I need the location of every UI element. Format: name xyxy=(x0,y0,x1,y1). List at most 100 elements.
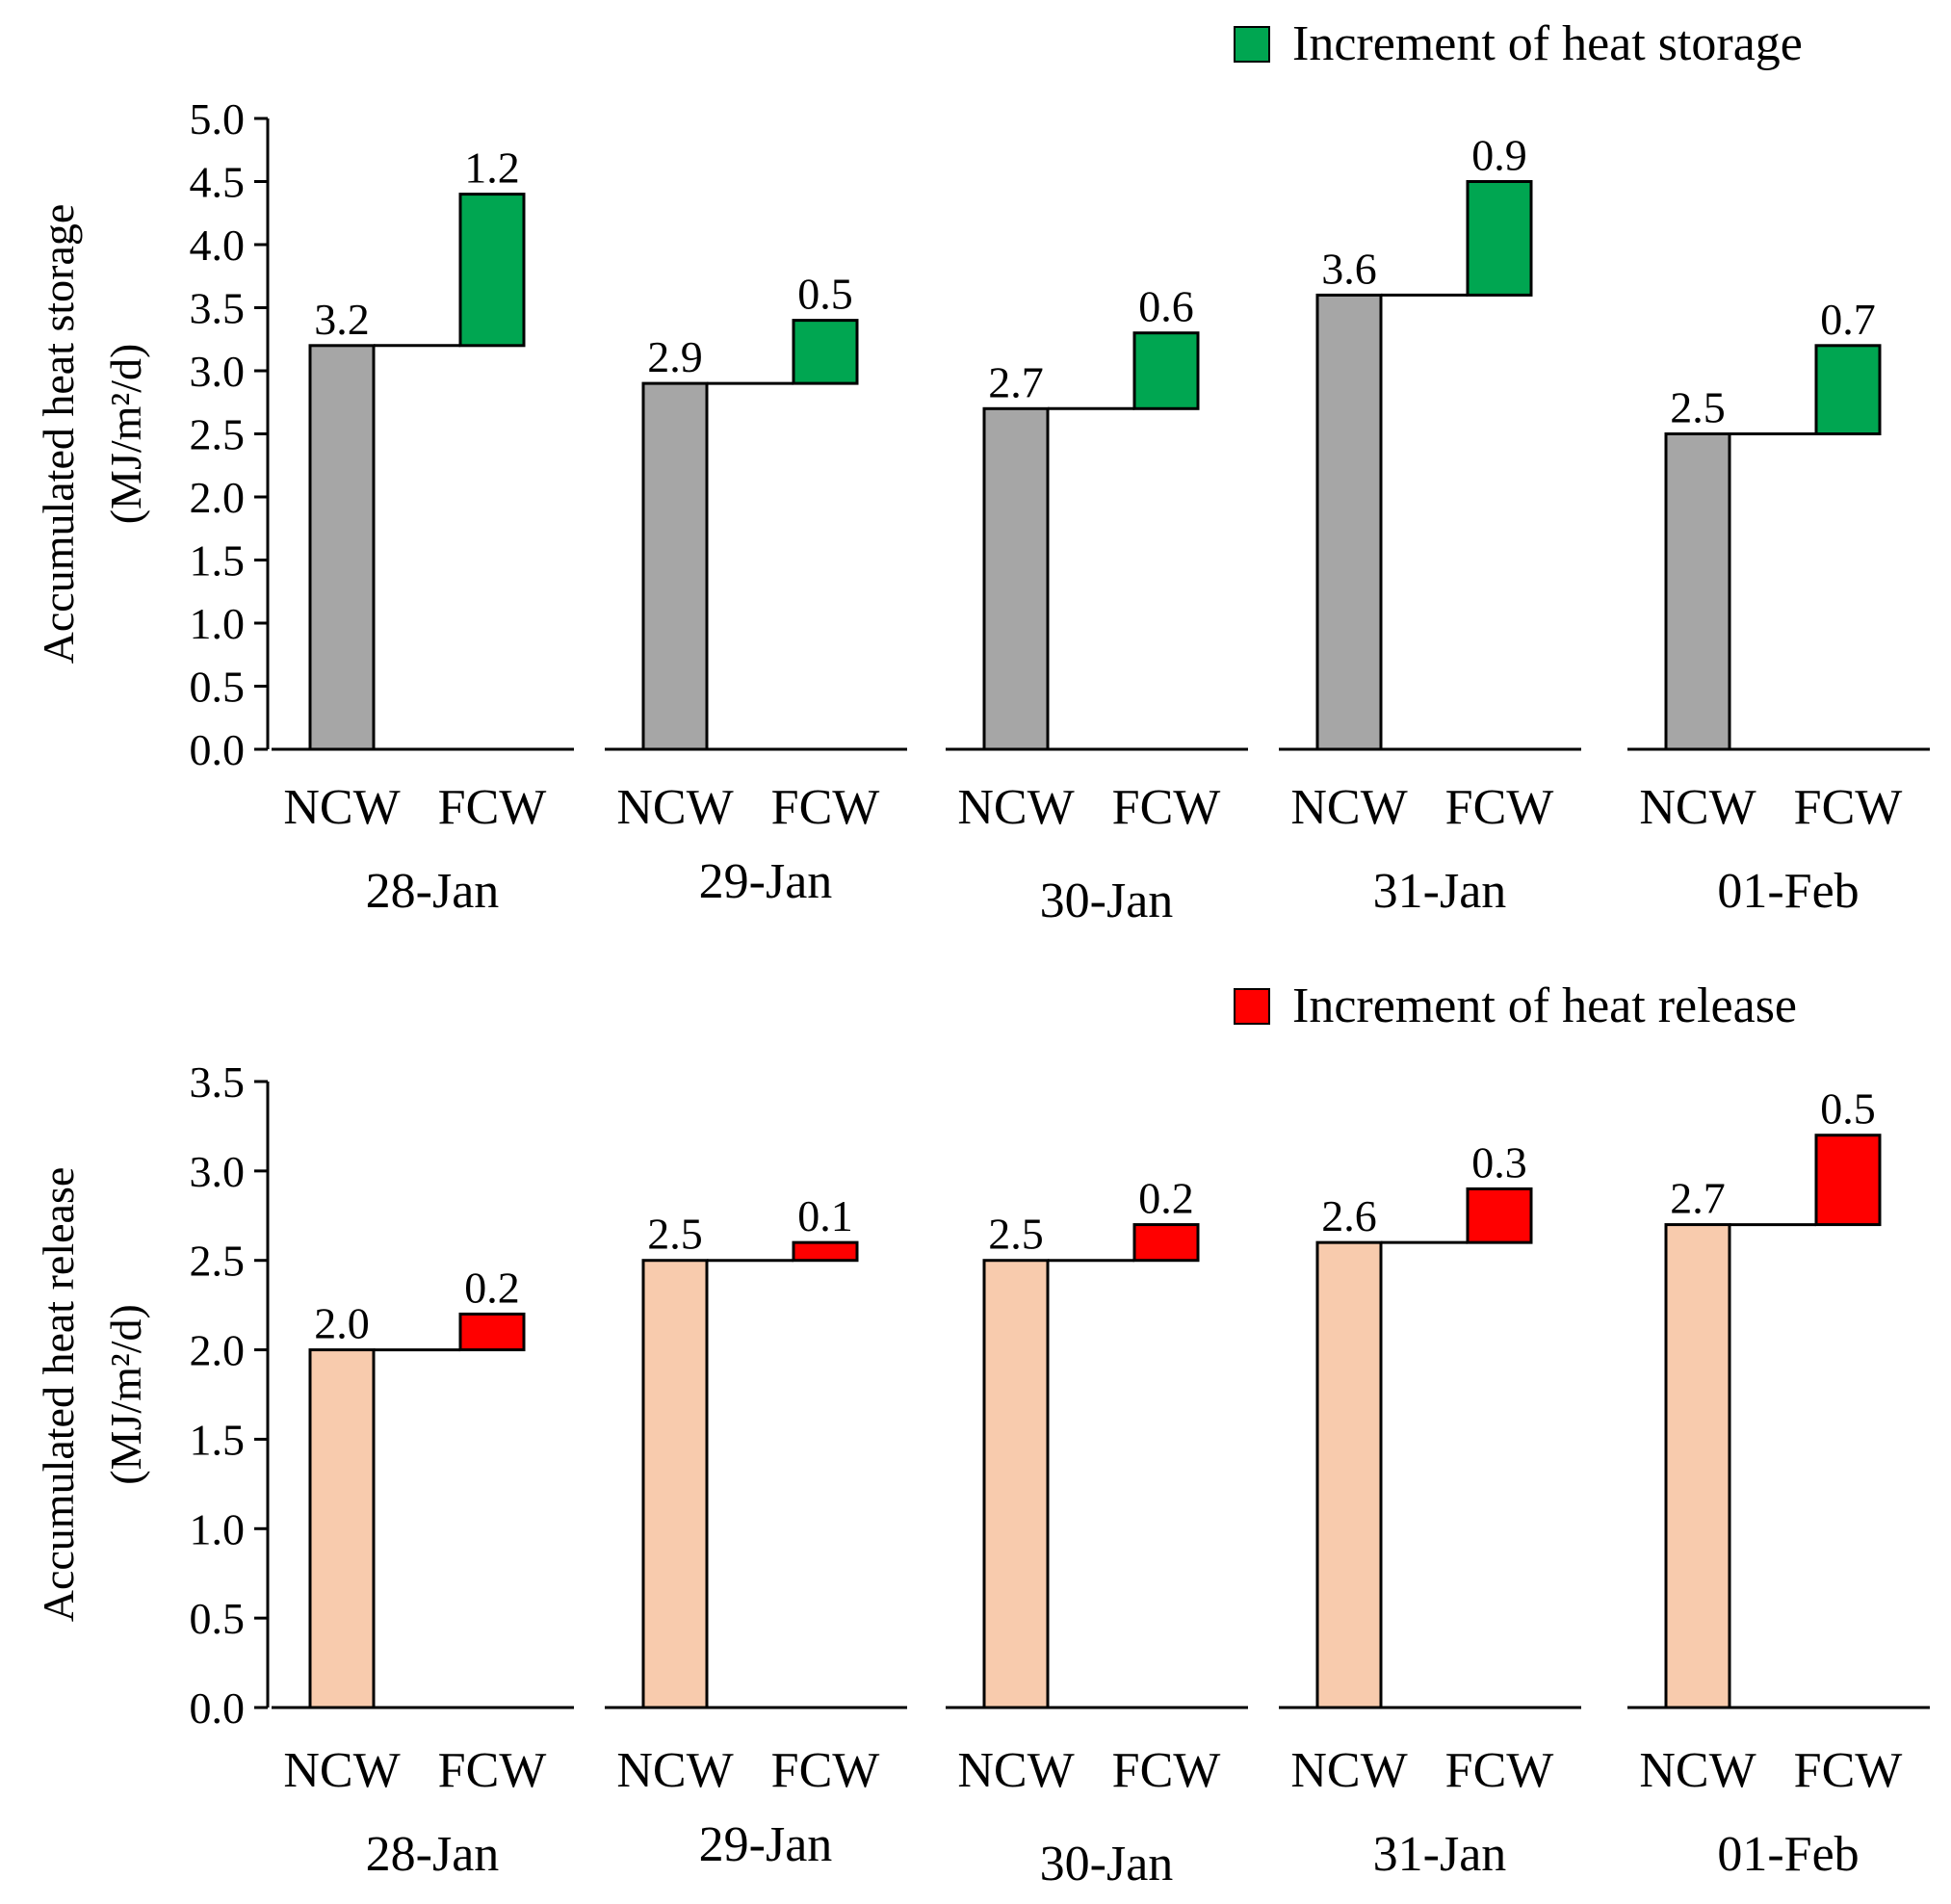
category-label-fcw: FCW xyxy=(1112,780,1221,835)
category-label-fcw: FCW xyxy=(771,780,880,835)
y-axis-title: Accumulated heat release xyxy=(34,1167,83,1623)
base-value-label: 2.6 xyxy=(1321,1191,1377,1240)
category-label-fcw: FCW xyxy=(1445,780,1554,835)
category-label-ncw: NCW xyxy=(616,780,733,835)
increment-bar xyxy=(1466,180,1533,297)
date-label: 29-Jan xyxy=(699,854,833,909)
category-label-fcw: FCW xyxy=(1112,1743,1221,1798)
legend-swatch xyxy=(1234,988,1270,1025)
increment-bar xyxy=(458,193,526,348)
base-bar xyxy=(641,381,709,751)
category-label-fcw: FCW xyxy=(1794,780,1903,835)
y-tick-label: 3.5 xyxy=(190,1057,246,1107)
date-label: 01-Feb xyxy=(1717,864,1859,919)
base-bar xyxy=(308,344,376,751)
y-tick-label: 0.5 xyxy=(190,1594,246,1643)
date-label: 30-Jan xyxy=(1040,1837,1174,1891)
category-label-ncw: NCW xyxy=(283,780,400,835)
increment-bar xyxy=(1814,344,1882,435)
y-tick-label: 2.5 xyxy=(190,1237,246,1286)
increment-value-label: 0.2 xyxy=(1138,1174,1194,1223)
increment-value-label: 0.6 xyxy=(1138,282,1194,331)
base-value-label: 2.5 xyxy=(647,1210,703,1259)
date-label: 31-Jan xyxy=(1373,1827,1507,1882)
increment-bar xyxy=(1814,1134,1882,1227)
heat-storage-panel: 0.0 0.5 1.0 1.5 2.0 2.5 3.0 3.5 4.0 4.5 5.0 Accumul… xyxy=(34,16,1930,928)
y-axis-unit: (MJ/m²/d) xyxy=(101,344,150,525)
increment-value-label: 0.9 xyxy=(1471,131,1527,180)
category-label-fcw: FCW xyxy=(438,1743,547,1798)
increment-value-label: 1.2 xyxy=(464,143,520,193)
category-label-ncw: NCW xyxy=(957,780,1074,835)
category-label-ncw: NCW xyxy=(1290,1743,1407,1798)
increment-bar xyxy=(1132,1223,1200,1263)
legend-label: Increment of heat storage xyxy=(1292,16,1803,71)
category-label-ncw: NCW xyxy=(283,1743,400,1798)
base-value-label: 2.0 xyxy=(314,1299,370,1348)
base-bar xyxy=(308,1348,376,1709)
y-tick-label: 2.0 xyxy=(190,1326,246,1375)
date-label: 31-Jan xyxy=(1373,864,1507,919)
date-label: 28-Jan xyxy=(366,1827,500,1882)
legend-swatch xyxy=(1234,26,1270,63)
category-label-ncw: NCW xyxy=(616,1743,733,1798)
y-tick-label: 2.0 xyxy=(190,473,246,522)
increment-value-label: 0.1 xyxy=(797,1191,853,1240)
increment-bar xyxy=(1466,1187,1533,1244)
category-label-fcw: FCW xyxy=(438,780,547,835)
base-bar xyxy=(1664,1223,1731,1709)
increment-value-label: 0.5 xyxy=(797,270,853,319)
category-label-ncw: NCW xyxy=(957,1743,1074,1798)
y-axis-title: Accumulated heat storage xyxy=(34,204,83,665)
y-tick-label: 5.0 xyxy=(190,94,246,143)
increment-bar xyxy=(792,319,859,385)
base-value-label: 2.7 xyxy=(1670,1174,1726,1223)
base-bar xyxy=(641,1259,709,1709)
base-value-label: 2.5 xyxy=(1670,383,1726,432)
base-value-label: 3.6 xyxy=(1321,244,1377,293)
category-label-fcw: FCW xyxy=(1794,1743,1903,1798)
category-label-ncw: NCW xyxy=(1639,780,1756,835)
base-bar xyxy=(1664,432,1731,751)
y-tick-label: 1.0 xyxy=(190,599,246,648)
y-tick-label: 0.0 xyxy=(190,725,246,774)
y-tick-label: 3.0 xyxy=(190,1147,246,1196)
category-label-ncw: NCW xyxy=(1290,780,1407,835)
y-tick-label: 0.5 xyxy=(190,663,246,712)
y-tick-label: 2.5 xyxy=(190,410,246,459)
y-tick-label: 0.0 xyxy=(190,1683,246,1733)
category-label-fcw: FCW xyxy=(1445,1743,1554,1798)
date-label: 30-Jan xyxy=(1040,874,1174,928)
increment-value-label: 0.3 xyxy=(1471,1137,1527,1187)
base-bar xyxy=(1315,1240,1383,1709)
increment-value-label: 0.7 xyxy=(1820,295,1876,344)
increment-value-label: 0.2 xyxy=(464,1263,520,1312)
base-value-label: 2.5 xyxy=(988,1210,1044,1259)
y-tick-label: 1.5 xyxy=(190,536,246,586)
date-label: 29-Jan xyxy=(699,1817,833,1872)
increment-bar xyxy=(458,1312,526,1352)
category-label-ncw: NCW xyxy=(1639,1743,1756,1798)
increment-bar xyxy=(792,1240,859,1263)
increment-value-label: 0.5 xyxy=(1820,1084,1876,1134)
y-tick-label: 3.5 xyxy=(190,284,246,333)
base-bar xyxy=(1315,293,1383,751)
base-value-label: 3.2 xyxy=(314,295,370,344)
y-tick-label: 3.0 xyxy=(190,347,246,396)
y-tick-label: 1.5 xyxy=(190,1415,246,1464)
category-label-fcw: FCW xyxy=(771,1743,880,1798)
y-tick-label: 4.0 xyxy=(190,221,246,270)
base-value-label: 2.9 xyxy=(647,332,703,381)
y-tick-label: 1.0 xyxy=(190,1504,246,1553)
base-value-label: 2.7 xyxy=(988,357,1044,406)
date-label: 01-Feb xyxy=(1717,1827,1859,1882)
base-bar xyxy=(982,406,1050,751)
y-axis-unit: (MJ/m²/d) xyxy=(101,1304,150,1485)
heat-release-panel: 0.0 0.5 1.0 1.5 2.0 2.5 3.0 3.5 Accumulated heat… xyxy=(34,978,1930,1891)
increment-bar xyxy=(1132,331,1200,410)
date-label: 28-Jan xyxy=(366,864,500,919)
base-bar xyxy=(982,1259,1050,1709)
legend-label: Increment of heat release xyxy=(1292,978,1797,1033)
y-tick-label: 4.5 xyxy=(190,158,246,207)
